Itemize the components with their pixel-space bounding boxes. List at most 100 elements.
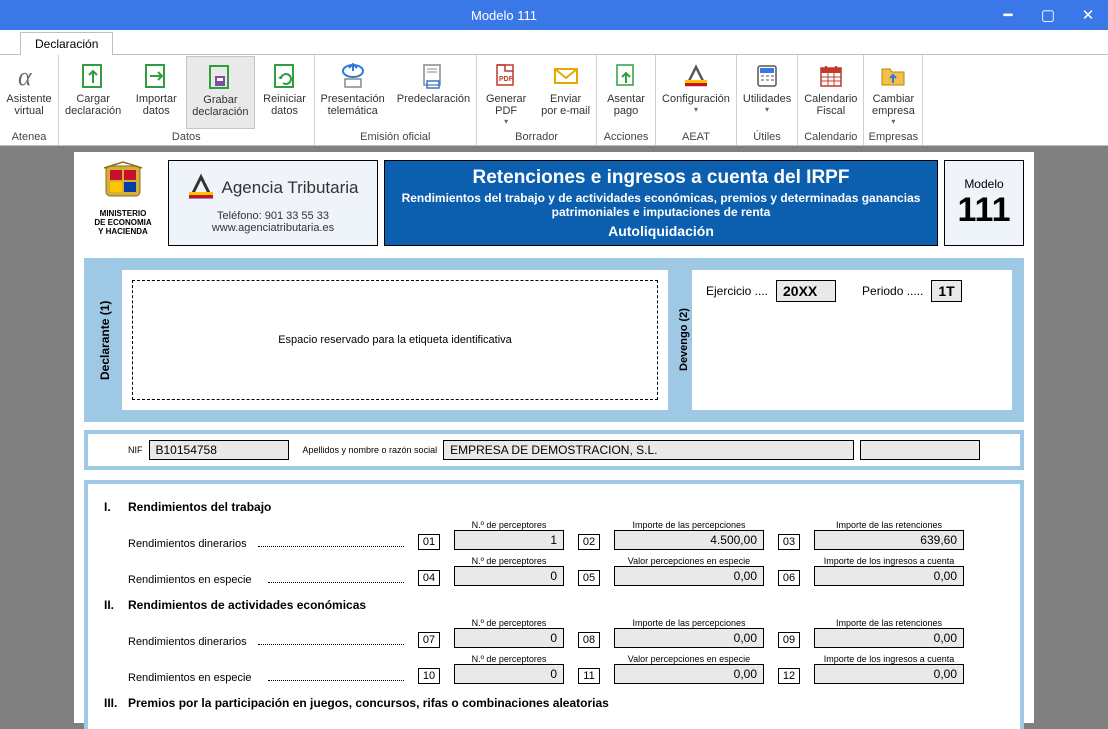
periodo-input[interactable]: 1T <box>931 280 961 302</box>
form-autoliquidacion: Autoliquidación <box>395 223 927 239</box>
cell-04-val[interactable]: 0 <box>454 566 564 586</box>
ribbon-group-label: Empresas <box>864 130 922 145</box>
calendario-button[interactable]: Calendario Fiscal <box>798 55 863 130</box>
nif-label: NIF <box>128 445 143 455</box>
utilidades-icon <box>752 59 782 93</box>
cargar-button[interactable]: Cargar declaración <box>59 55 127 130</box>
enviar-label: Enviar por e-mail <box>541 93 590 117</box>
etiqueta-box: Espacio reservado para la etiqueta ident… <box>122 270 668 410</box>
config-icon <box>681 59 711 93</box>
extra-box[interactable] <box>860 440 980 460</box>
section-2-title: II.Rendimientos de actividades económica… <box>104 598 1004 612</box>
ribbon-group-label: Calendario <box>798 130 863 145</box>
utilidades-dropdown-caret-icon: ▾ <box>765 105 769 114</box>
predecl-label: Predeclaración <box>397 93 470 105</box>
cell-08-val[interactable]: 0,00 <box>614 628 764 648</box>
asistente-button[interactable]: αAsistente virtual <box>0 55 58 130</box>
ribbon-tabstrip: Declaración <box>0 30 1108 54</box>
predecl-icon <box>418 59 448 93</box>
presentacion-label: Presentación telemática <box>321 93 385 117</box>
section-2-headers-especie: N.º de perceptores Valor percepciones en… <box>104 654 1004 664</box>
row-label-especie-2: Rendimientos en especie <box>104 672 404 684</box>
cell-10-num: 10 <box>418 668 440 684</box>
ejercicio-input[interactable]: 20XX <box>776 280 836 302</box>
cell-09-val[interactable]: 0,00 <box>814 628 964 648</box>
asentar-button[interactable]: Asentar pago <box>597 55 655 130</box>
tab-declaracion[interactable]: Declaración <box>20 32 113 55</box>
cell-02-val[interactable]: 4.500,00 <box>614 530 764 550</box>
importar-icon <box>141 59 171 93</box>
config-label: Configuración <box>662 93 730 105</box>
asistente-icon: α <box>14 59 44 93</box>
asentar-label: Asentar pago <box>607 93 645 117</box>
importar-button[interactable]: Importar datos <box>127 55 185 130</box>
ribbon-group-label: AEAT <box>656 130 736 145</box>
row-label-especie-1: Rendimientos en especie <box>104 574 404 586</box>
cell-05-val[interactable]: 0,00 <box>614 566 764 586</box>
cambiar-button[interactable]: Cambiar empresa▾ <box>864 55 922 130</box>
generarpdf-icon: PDF <box>491 59 521 93</box>
enviar-icon <box>551 59 581 93</box>
ribbon-group-útiles: Utilidades▾Útiles <box>737 55 798 145</box>
cell-07-num: 07 <box>418 632 440 648</box>
ribbon-group-datos: Cargar declaraciónImportar datos Grabar d… <box>59 55 315 145</box>
cambiar-icon <box>878 59 908 93</box>
nif-input[interactable]: B10154758 <box>149 440 289 460</box>
utilidades-button[interactable]: Utilidades▾ <box>737 55 797 130</box>
svg-text:PDF: PDF <box>499 76 514 83</box>
cell-03-val[interactable]: 639,60 <box>814 530 964 550</box>
grabar-icon <box>205 60 235 94</box>
form-workspace[interactable]: MINISTERIO DE ECONOMIA Y HACIENDA Agenci… <box>0 146 1108 729</box>
agencia-name: Agencia Tributaria <box>221 178 358 198</box>
declarante-side-label: Declarante (1) <box>96 270 114 410</box>
ejercicio-label: Ejercicio .... <box>706 284 768 298</box>
row-label-dinerarios-1: Rendimientos dinerarios <box>104 538 404 550</box>
generarpdf-button[interactable]: PDFGenerar PDF▾ <box>477 55 535 130</box>
cell-02-num: 02 <box>578 534 600 550</box>
cell-12-val[interactable]: 0,00 <box>814 664 964 684</box>
periodo-label: Periodo ..... <box>862 284 923 298</box>
calendario-icon <box>816 59 846 93</box>
utilidades-label: Utilidades <box>743 93 791 105</box>
cell-01-val[interactable]: 1 <box>454 530 564 550</box>
ribbon-group-empresas: Cambiar empresa▾Empresas <box>864 55 923 145</box>
section-1-title: I.Rendimientos del trabajo <box>104 500 1004 514</box>
reiniciar-icon <box>270 59 300 93</box>
row-07-09: Rendimientos dinerarios 07 0 08 0,00 09 … <box>104 628 1004 648</box>
modelo-number: 111 <box>945 191 1023 230</box>
agencia-web: www.agenciatributaria.es <box>212 222 334 234</box>
window-close-button[interactable]: ✕ <box>1068 0 1108 30</box>
asistente-label: Asistente virtual <box>6 93 51 117</box>
ribbon-group-borrador: PDFGenerar PDF▾Enviar por e-mail Borrador <box>477 55 597 145</box>
enviar-button[interactable]: Enviar por e-mail <box>535 55 596 130</box>
cell-07-val[interactable]: 0 <box>454 628 564 648</box>
ribbon-toolbar: αAsistente virtualAteneaCargar declaraci… <box>0 54 1108 146</box>
reiniciar-button[interactable]: Reiniciar datos <box>256 55 314 130</box>
ribbon-group-calendario: Calendario FiscalCalendario <box>798 55 864 145</box>
predecl-button[interactable]: Predeclaración <box>391 55 476 130</box>
grabar-label: Grabar declaración <box>192 94 248 118</box>
razon-social-input[interactable]: EMPRESA DE DEMOSTRACION, S.L. <box>443 440 854 460</box>
ribbon-group-label: Datos <box>59 130 314 145</box>
window-maximize-button[interactable]: ▢ <box>1028 0 1068 30</box>
grabar-button[interactable]: Grabar declaración <box>186 56 254 129</box>
cell-06-val[interactable]: 0,00 <box>814 566 964 586</box>
ribbon-group-label: Borrador <box>477 130 596 145</box>
reiniciar-label: Reiniciar datos <box>263 93 306 117</box>
window-minimize-button[interactable]: ━ <box>988 0 1028 30</box>
ribbon-group-atenea: αAsistente virtualAtenea <box>0 55 59 145</box>
cell-11-val[interactable]: 0,00 <box>614 664 764 684</box>
agencia-tel: Teléfono: 901 33 55 33 <box>217 210 329 222</box>
config-button[interactable]: Configuración▾ <box>656 55 736 130</box>
etiqueta-placeholder: Espacio reservado para la etiqueta ident… <box>132 280 658 400</box>
cell-01-num: 01 <box>418 534 440 550</box>
cell-09-num: 09 <box>778 632 800 648</box>
ministerio-line3: Y HACIENDA <box>84 227 162 236</box>
razon-label: Apellidos y nombre o razón social <box>303 445 438 455</box>
presentacion-button[interactable]: Presentación telemática <box>315 55 391 130</box>
cell-10-val[interactable]: 0 <box>454 664 564 684</box>
nif-row: NIF B10154758 Apellidos y nombre o razón… <box>84 430 1024 470</box>
ministerio-line2: DE ECONOMIA <box>84 218 162 227</box>
section-3-title: III.Premios por la participación en jueg… <box>104 696 1004 710</box>
spain-shield-icon <box>84 160 162 206</box>
